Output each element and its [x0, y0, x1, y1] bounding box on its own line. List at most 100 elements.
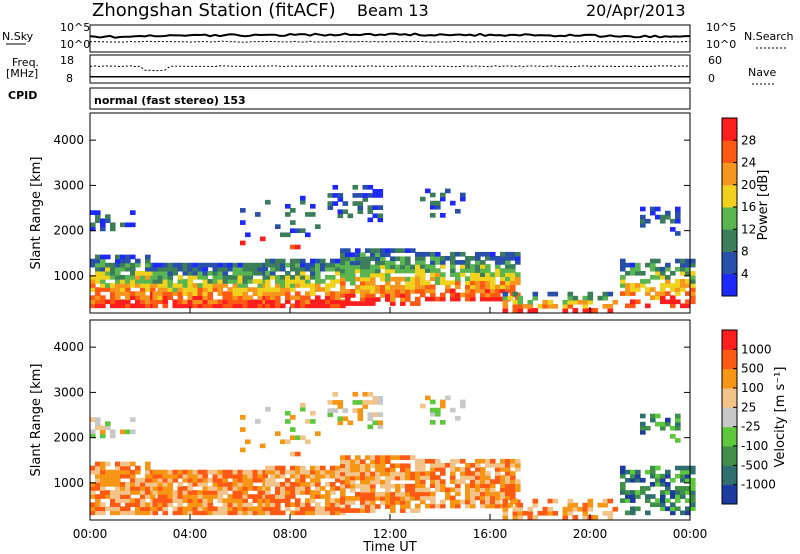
velocity-cell: [252, 469, 259, 475]
velocity-cell: [495, 471, 501, 476]
power-cell: [455, 292, 461, 298]
power-cell: [290, 279, 296, 284]
power-cell: [300, 299, 306, 305]
power-cell: [435, 200, 441, 206]
power-cell: [440, 276, 446, 282]
power-ylabel: Slant Range [km]: [29, 157, 44, 270]
velocity-cell: [270, 473, 276, 479]
power-cell: [385, 297, 391, 302]
velocity-cell: [510, 462, 516, 468]
velocity-cell: [455, 487, 461, 493]
velocity-cell: [395, 455, 401, 460]
power-cell: [665, 274, 671, 280]
y-tick-label: 3000: [53, 178, 84, 192]
velocity-cell: [490, 479, 496, 484]
velocity-cell: [355, 508, 361, 513]
velocity-cell: [130, 490, 136, 495]
power-cell: [435, 268, 441, 273]
power-cell: [480, 260, 486, 265]
velocity-cell: [505, 462, 511, 468]
power-cell: [300, 270, 306, 276]
velocity-cell: [670, 502, 676, 508]
velocity-cell: [345, 467, 351, 473]
power-cell: [385, 268, 391, 274]
power-cell: [685, 279, 691, 284]
power-cell: [197, 291, 204, 296]
power-cell: [135, 295, 141, 301]
power-cell: [355, 276, 361, 282]
power-cell: [130, 270, 136, 276]
velocity-cell: [227, 502, 234, 508]
power-cell: [115, 279, 121, 284]
velocity-cell: [405, 471, 411, 477]
power-cell: [630, 270, 636, 276]
velocity-cell: [197, 477, 204, 483]
velocity-cell: [577, 506, 584, 512]
power-cell: [510, 276, 516, 282]
velocity-cell: [675, 490, 681, 495]
power-cell: [240, 240, 246, 246]
velocity-cell: [315, 510, 321, 516]
power-cell: [460, 272, 466, 277]
power-cell: [202, 291, 209, 296]
power-cell: [167, 262, 174, 268]
power-cell: [105, 283, 111, 288]
velocity-cell: [257, 469, 264, 475]
power-cell: [232, 266, 239, 272]
cpid-panel: CPID normal (fast stereo) 153: [8, 87, 691, 110]
velocity-cell: [177, 506, 184, 512]
velocity-cell: [440, 503, 446, 509]
power-cell: [300, 228, 306, 234]
power-cell: [602, 295, 609, 301]
power-cell: [435, 280, 441, 286]
velocity-cell: [365, 504, 371, 509]
power-cell: [390, 297, 396, 302]
power-cell: [630, 303, 636, 309]
velocity-cell: [690, 494, 696, 499]
power-cell: [280, 283, 286, 288]
velocity-cell: [500, 467, 506, 472]
velocity-cell: [182, 490, 189, 495]
velocity-cell: [690, 477, 696, 483]
power-cell: [90, 222, 96, 228]
power-cell: [252, 262, 259, 268]
velocity-cell: [475, 495, 481, 501]
power-cell: [410, 264, 416, 270]
velocity-cell: [152, 469, 159, 475]
velocity-cell: [237, 498, 244, 503]
velocity-cell: [425, 487, 431, 493]
velocity-cell: [650, 417, 656, 423]
power-cell: [360, 280, 366, 286]
velocity-cell: [150, 494, 156, 499]
power-cell: [270, 291, 276, 296]
velocity-cell: [295, 451, 301, 457]
velocity-cell: [547, 506, 554, 512]
velocity-cell: [100, 502, 106, 508]
power-cell: [330, 274, 336, 280]
power-cell: [115, 258, 121, 264]
velocity-cell: [505, 458, 511, 464]
power-cell: [120, 222, 126, 228]
power-cell: [365, 284, 371, 290]
power-cell: [355, 301, 361, 306]
velocity-cell: [390, 467, 396, 473]
power-cell: [460, 192, 466, 198]
power-cell: [400, 248, 406, 253]
power-cell: [377, 213, 384, 219]
power-cell: [145, 262, 151, 268]
velocity-cell: [475, 483, 481, 489]
velocity-cell: [440, 487, 446, 493]
velocity-cell: [202, 481, 209, 487]
velocity-cell: [115, 494, 121, 499]
power-cell: [192, 287, 199, 292]
velocity-cell: [120, 486, 126, 491]
velocity-cell: [455, 467, 461, 472]
velocity-cell: [620, 486, 626, 491]
power-cell: [355, 248, 361, 253]
power-cell: [342, 209, 349, 215]
velocity-cell: [430, 471, 436, 476]
power-cell: [95, 266, 101, 272]
power-cell: [562, 303, 569, 309]
velocity-cell: [395, 471, 401, 477]
velocity-cell: [582, 506, 589, 512]
